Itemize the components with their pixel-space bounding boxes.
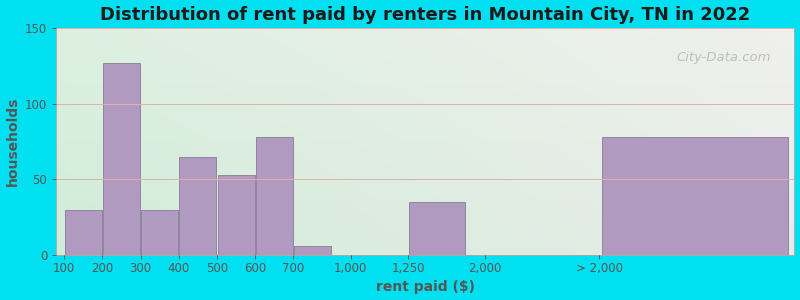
Bar — [602, 137, 788, 255]
Y-axis label: households: households — [6, 97, 19, 186]
Title: Distribution of rent paid by renters in Mountain City, TN in 2022: Distribution of rent paid by renters in … — [100, 6, 750, 24]
Bar — [294, 246, 331, 255]
Bar — [179, 157, 217, 255]
Text: City-Data.com: City-Data.com — [676, 51, 771, 64]
Bar — [103, 63, 140, 255]
Bar — [409, 202, 465, 255]
Bar — [65, 209, 102, 255]
Bar — [256, 137, 293, 255]
Bar — [141, 209, 178, 255]
Bar — [218, 175, 254, 255]
X-axis label: rent paid ($): rent paid ($) — [376, 280, 475, 294]
